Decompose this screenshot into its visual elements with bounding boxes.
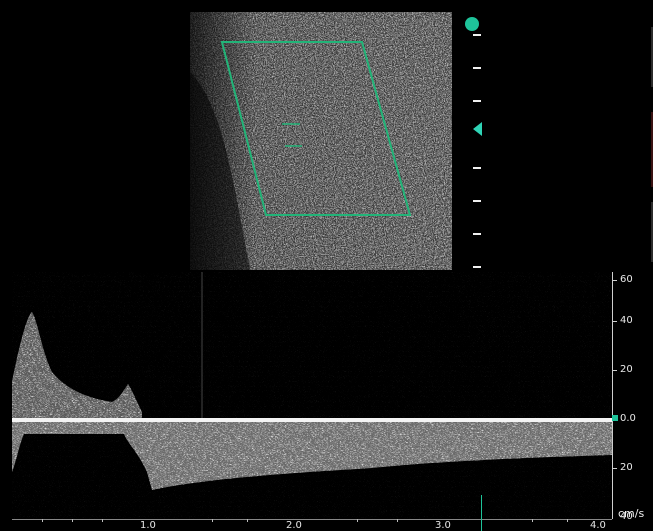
time-axis-line (12, 519, 612, 520)
side-indicators (642, 12, 653, 270)
velocity-tick (612, 468, 617, 469)
side-indicator (651, 202, 653, 262)
depth-tick (473, 167, 481, 169)
sample-volume-box[interactable] (220, 41, 412, 216)
focus-dot-icon[interactable] (465, 17, 479, 31)
bmode-image (190, 12, 452, 270)
velocity-label: 0.0 (620, 413, 636, 424)
time-label: 2.0 (286, 520, 302, 531)
velocity-unit: cm/s (618, 507, 645, 520)
bmode-canvas (190, 12, 452, 270)
sweep-cursor (481, 495, 482, 531)
velocity-label: 20 (620, 364, 633, 375)
time-tick (212, 519, 213, 522)
time-label: 1.0 (140, 520, 156, 531)
baseline-marker-icon[interactable] (612, 415, 618, 421)
time-tick (532, 519, 533, 522)
velocity-tick (612, 280, 617, 281)
time-tick (42, 519, 43, 522)
depth-tick (473, 67, 481, 69)
time-tick (72, 519, 73, 522)
velocity-scale: 60 40 20 0.0 20 40 cm/s (612, 272, 653, 522)
time-axis: 1.0 2.0 3.0 4.0 (12, 495, 612, 531)
depth-tick (473, 200, 481, 202)
time-tick (397, 519, 398, 522)
side-indicator (651, 112, 653, 187)
velocity-axis-line (612, 272, 613, 519)
side-indicator (651, 27, 653, 87)
baseline (12, 418, 612, 422)
depth-tick (473, 266, 481, 268)
depth-tick (473, 100, 481, 102)
velocity-tick (612, 370, 617, 371)
time-tick (567, 519, 568, 522)
focal-zone-marker-icon[interactable] (473, 122, 482, 136)
time-label: 4.0 (590, 520, 606, 531)
time-label: 3.0 (435, 520, 451, 531)
time-tick (102, 519, 103, 522)
depth-tick (473, 34, 481, 36)
time-tick (357, 519, 358, 522)
velocity-label: 60 (620, 274, 633, 285)
time-tick (247, 519, 248, 522)
velocity-label: 20 (620, 462, 633, 473)
depth-scale (462, 12, 492, 270)
doppler-spectrum (12, 272, 612, 519)
velocity-label: 40 (620, 315, 633, 326)
depth-tick (473, 233, 481, 235)
velocity-label: 40 (620, 511, 633, 522)
velocity-tick (612, 321, 617, 322)
spectrum-canvas (12, 272, 612, 519)
